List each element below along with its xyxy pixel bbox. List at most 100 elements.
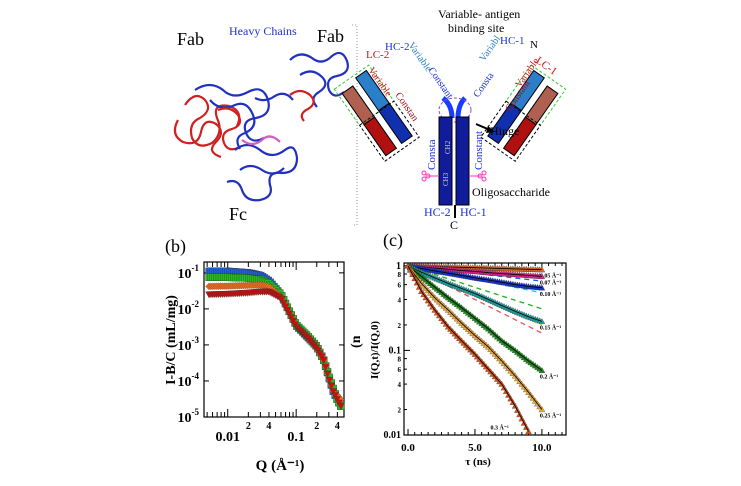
y-tick-label: 10-2 [178, 299, 200, 318]
hc2-bottom-label: HC-2 [424, 205, 451, 219]
data-point [333, 396, 341, 403]
x-tick-label: 5.0 [468, 442, 482, 454]
y-tick-label: 0.01 [384, 430, 402, 441]
data-point [321, 363, 330, 371]
data-point [285, 310, 294, 318]
x-tick-label: 0.0 [401, 442, 415, 454]
y-tick-label: 4 [398, 381, 402, 389]
series-label: 0.15 Å⁻¹ [540, 323, 562, 331]
y-tick-label: 10-5 [178, 407, 200, 426]
series-0.3: 0.3 Å⁻¹ [404, 262, 532, 435]
constant-label-left: Consta [426, 139, 438, 170]
y-tick-label: 10-3 [178, 335, 200, 354]
x-tick-label: 2 [246, 421, 251, 432]
c-terminus-label: C [450, 218, 458, 232]
protein-structure-image: Fab Heavy Chains Fab Fc [173, 24, 349, 224]
plot-frame [403, 262, 567, 436]
x-tick-label: 0.1 [287, 430, 305, 445]
panel-b-ylabel: I-B/C (mL/mg) [164, 295, 179, 385]
ch3-label: CH3 [442, 172, 450, 186]
fc-chain-hc1 [455, 116, 470, 206]
panel-c-xlabel: τ (ns) [465, 456, 491, 468]
lc2-label: LC-2 [366, 49, 389, 61]
oligosaccharide-icon [421, 170, 487, 182]
panel-b-label: (b) [165, 236, 186, 257]
n-terminus-label: N [530, 39, 538, 51]
fc-chain-hc2 [438, 116, 453, 206]
data-point [327, 382, 336, 390]
series-label: 0.10 Å⁻¹ [540, 290, 562, 298]
y-tick-label: 6 [398, 282, 402, 290]
series-label: 0.3 Å⁻¹ [491, 423, 510, 431]
x-tick-label: 4 [335, 421, 340, 432]
fab-left-label: Fab [177, 29, 204, 49]
data-point [323, 370, 332, 378]
series-label: 0.07 Å⁻¹ [540, 278, 562, 286]
fit-line [407, 265, 529, 432]
panel-b-plot: 10-1 10-2 10-3 10-4 10-5 0.01 2 4 0.1 2 4 [178, 261, 345, 445]
y-tick-label: 6 [398, 366, 402, 374]
data-point [335, 399, 343, 407]
x-tick-label: 4 [266, 421, 271, 432]
x-tick-label: 0.01 [215, 430, 240, 445]
data-point [331, 392, 339, 400]
model-dashed-line [407, 265, 543, 334]
data-point [279, 299, 288, 307]
antibody-schematic: Variable- antigen binding site CH2 CH3 C… [333, 7, 567, 232]
ch2-label: CH2 [444, 140, 452, 154]
hc2-top-label: HC-2 [385, 41, 409, 53]
y-tick-label: 10-4 [178, 371, 200, 390]
fit-line [407, 265, 542, 289]
constant-label-right: Constant [473, 131, 485, 170]
panel-c-ylabel: I(Q,t)/I(Q,0) [369, 321, 381, 379]
binding-site-title-line2: binding site [448, 21, 504, 35]
y-tick-label: 4 [398, 296, 402, 304]
panel-b-xlabel: Q (Å⁻¹) [256, 458, 305, 474]
y-tick-label: 2 [398, 407, 402, 415]
data-point [287, 314, 295, 322]
fit-line [407, 265, 543, 322]
series-orange [205, 281, 345, 404]
heavy-chains-label: Heavy Chains [229, 24, 297, 38]
cl-domain-left [363, 116, 398, 157]
hinge-label: Hinge [490, 124, 519, 138]
data-point [318, 353, 326, 361]
data-point [325, 376, 334, 384]
y-tick-label: 8 [398, 356, 402, 364]
series-red [205, 288, 345, 410]
x-tick-label: 10.0 [532, 442, 552, 454]
series-label: 0.2 Å⁻¹ [540, 372, 559, 380]
data-point [337, 403, 345, 410]
series-label: 0.25 Å⁻¹ [540, 412, 562, 420]
y-tick-label: 2 [398, 322, 402, 330]
y-tick-label: 8 [398, 271, 402, 279]
data-point [277, 296, 286, 304]
data-point [319, 357, 328, 365]
binding-site-title: Variable- antigen [438, 7, 520, 21]
panel-c-label: (c) [383, 230, 403, 251]
ch1-domain-left [377, 102, 413, 145]
data-point [404, 262, 412, 269]
panel-b-ylabel-overlap: I-B/C (mL/mg) [349, 295, 364, 385]
y-tick-label: 10-1 [178, 263, 200, 282]
ch1-domain-right [487, 102, 523, 145]
fit-line [407, 265, 543, 371]
variable-label-hc1: Variabl [477, 34, 503, 64]
constant-label-hc2: Constant [426, 65, 456, 101]
data-point [283, 307, 292, 314]
cl-domain-right [502, 116, 537, 157]
data-point [329, 388, 337, 396]
hinge-region [441, 96, 467, 119]
data-point [289, 317, 297, 325]
oligosaccharide-label: Oligosaccharide [472, 185, 550, 199]
y-tick-label: 0.1 [389, 345, 402, 356]
fab-right-label: Fab [317, 26, 344, 46]
data-point [281, 303, 290, 311]
fc-label: Fc [229, 204, 247, 224]
fit-line [407, 265, 543, 410]
model-dashed-line [407, 265, 543, 310]
series-label: 0.05 Å⁻¹ [540, 272, 562, 280]
hc1-bottom-label: HC-1 [460, 205, 487, 219]
